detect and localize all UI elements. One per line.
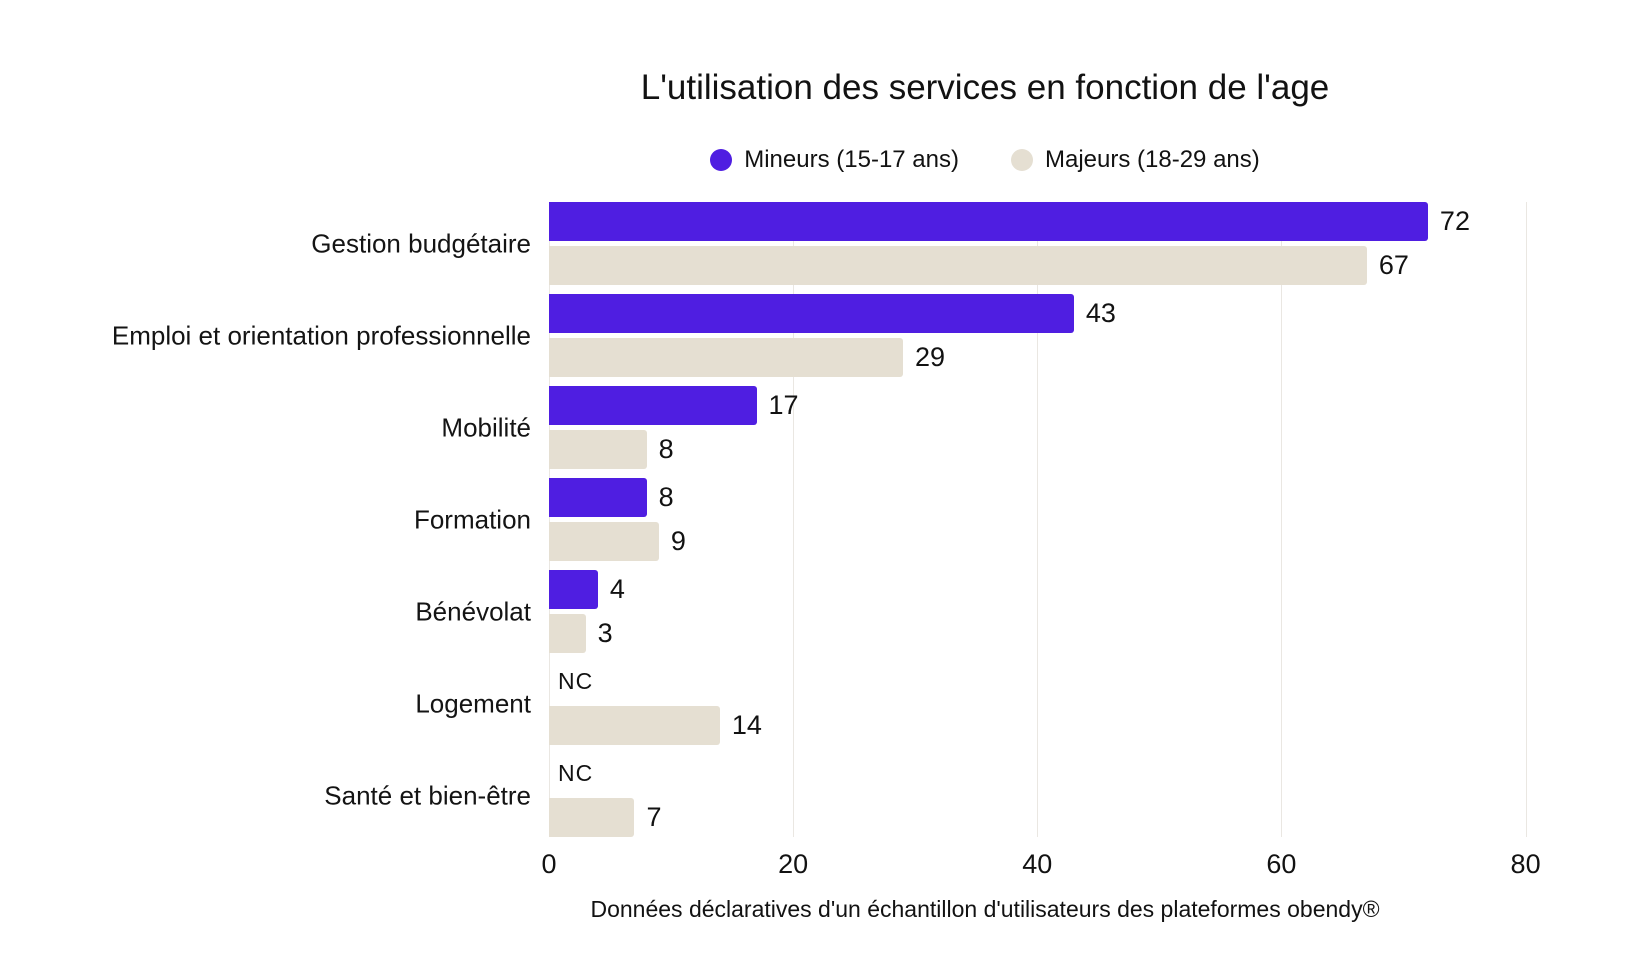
bar-group: Emploi et orientation professionnelle 43 2… [112, 294, 1550, 377]
gridline-x-20 [793, 202, 795, 837]
bar-line: 4 [549, 570, 1550, 609]
bar-line: 72 [549, 202, 1550, 241]
legend-dot-icon [1011, 149, 1033, 171]
bar-line: 67 [549, 246, 1550, 285]
x-tick-label-20: 20 [778, 849, 809, 879]
bar-rows: Gestion budgétaire 72 67 Emploi et orientat… [112, 202, 1550, 837]
bar-group: Santé et bien-être NC 7 [324, 754, 1550, 837]
legend-item-1: Majeurs (18-29 ans) [1011, 146, 1260, 174]
x-tick-label-0: 0 [541, 849, 557, 879]
category-label: Formation [413, 504, 531, 534]
value-label: 8 [658, 434, 674, 464]
bar-line: 8 [549, 430, 1550, 469]
value-label: 9 [670, 526, 686, 556]
bar-mineurs [549, 202, 1428, 241]
gridline-x-60 [1281, 202, 1283, 837]
gridline-x-40 [1037, 202, 1039, 837]
chart-title: L'utilisation des services en fonction d… [640, 68, 1330, 107]
bar-majeurs [549, 706, 720, 745]
nc-label: NC [558, 668, 594, 694]
bar-majeurs [549, 430, 647, 469]
category-label: Emploi et orientation professionnelle [111, 320, 531, 350]
x-tick-label-80: 80 [1510, 849, 1541, 879]
legend-label: Majeurs (18-29 ans) [1045, 146, 1260, 173]
bar-line: 9 [549, 522, 1550, 561]
bar-mineurs [549, 386, 757, 425]
bar-group: Bénévolat 4 3 [415, 570, 1550, 653]
bar-line: 7 [549, 798, 1550, 837]
bar-majeurs [549, 338, 903, 377]
bar-majeurs [549, 246, 1367, 285]
bar-mineurs [549, 294, 1074, 333]
category-label: Mobilité [441, 412, 531, 442]
gridline-x-80 [1525, 202, 1527, 837]
category-label: Bénévolat [415, 596, 531, 626]
category-label: Logement [415, 688, 531, 718]
bar-line: NC [549, 754, 1550, 793]
bar-line: 8 [549, 478, 1550, 517]
category-label: Santé et bien-être [324, 780, 531, 810]
bar-group: Gestion budgétaire 72 67 [311, 202, 1550, 285]
legend-dot-icon [710, 149, 733, 171]
bar-group: Formation 8 9 [414, 478, 1550, 561]
bar-group: Logement NC 14 [415, 662, 1550, 745]
bar-line: 3 [549, 614, 1550, 653]
gridline-x-0 [549, 202, 550, 837]
x-tick-label-40: 40 [1022, 849, 1053, 879]
value-label: 72 [1439, 206, 1470, 236]
chart-footer: Données déclaratives d'un échantillon d'… [320, 896, 1650, 923]
chart-header: L'utilisation des services en fonction d… [320, 68, 1650, 174]
value-label: 17 [768, 390, 799, 420]
bar-line: 29 [549, 338, 1550, 377]
value-label: 29 [915, 342, 946, 372]
nc-label: NC [558, 760, 594, 786]
value-label: 67 [1378, 250, 1409, 280]
value-label: 7 [646, 802, 662, 832]
value-label: 8 [658, 482, 674, 512]
legend: Mineurs (15-17 ans) Majeurs (18-29 ans) [320, 146, 1650, 174]
legend-item-0: Mineurs (15-17 ans) [710, 146, 959, 174]
value-label: 43 [1085, 298, 1116, 328]
source-note: Données déclaratives d'un échantillon d'… [590, 896, 1380, 922]
value-label: 3 [597, 618, 613, 648]
legend-label: Mineurs (15-17 ans) [744, 146, 959, 173]
bar-line: 14 [549, 706, 1550, 745]
value-label: 14 [731, 710, 762, 740]
bar-majeurs [549, 614, 586, 653]
bar-mineurs [549, 478, 647, 517]
bar-group: Mobilité 17 8 [441, 386, 1550, 469]
category-label: Gestion budgétaire [311, 228, 531, 258]
bar-line: 43 [549, 294, 1550, 333]
plot-area: Gestion budgétaire 72 67 Emploi et orientat… [112, 202, 1550, 879]
value-label: 4 [609, 574, 625, 604]
bar-mineurs [549, 570, 598, 609]
bar-majeurs [549, 798, 635, 837]
bar-majeurs [549, 522, 659, 561]
x-tick-label-60: 60 [1266, 849, 1297, 879]
bar-line: NC [549, 662, 1550, 701]
bar-line: 17 [549, 386, 1550, 425]
